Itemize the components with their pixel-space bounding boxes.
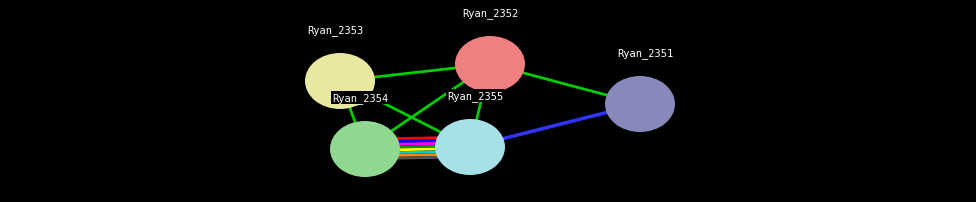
Text: Ryan_2355: Ryan_2355 xyxy=(447,91,503,101)
Ellipse shape xyxy=(435,119,505,175)
Ellipse shape xyxy=(330,121,400,177)
Text: Ryan_2352: Ryan_2352 xyxy=(462,8,518,19)
Text: Ryan_2353: Ryan_2353 xyxy=(306,25,363,36)
Ellipse shape xyxy=(605,77,675,132)
Ellipse shape xyxy=(305,54,375,109)
Text: Ryan_2354: Ryan_2354 xyxy=(332,93,388,103)
Ellipse shape xyxy=(455,37,525,93)
Text: Ryan_2351: Ryan_2351 xyxy=(617,48,673,59)
